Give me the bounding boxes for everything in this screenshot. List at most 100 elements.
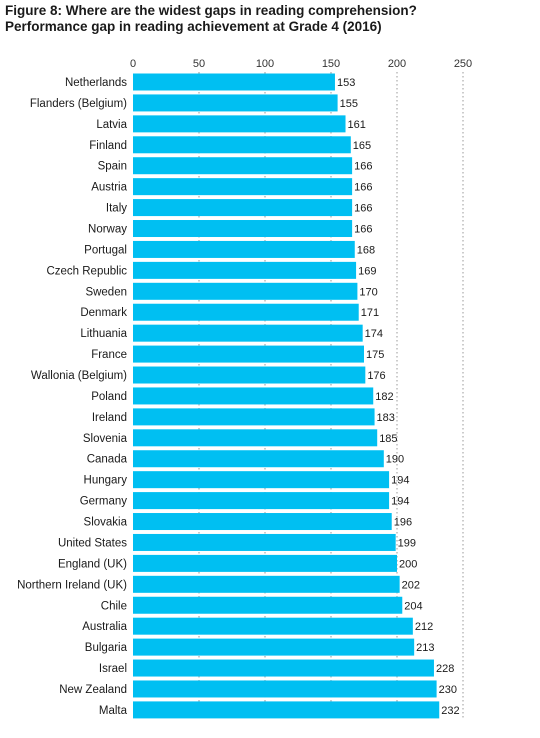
value-label: 185 <box>379 433 397 445</box>
bar <box>133 303 359 321</box>
value-label: 202 <box>402 579 420 591</box>
bar <box>133 282 358 300</box>
x-tick-label: 200 <box>388 58 406 70</box>
bar <box>133 240 355 258</box>
bar <box>133 324 363 342</box>
bar <box>133 638 415 656</box>
value-labels: 153 155 161 165 166 166 166 166 168 169 170 171 174 1… <box>337 77 460 717</box>
category-label: Chile <box>101 600 127 612</box>
value-label: 166 <box>354 182 372 194</box>
value-label: 182 <box>375 391 393 403</box>
bar <box>133 596 403 614</box>
value-label: 153 <box>337 77 355 89</box>
value-label: 196 <box>394 517 412 529</box>
bar <box>133 387 374 405</box>
value-label: 230 <box>439 684 457 696</box>
value-label: 183 <box>377 412 395 424</box>
value-label: 166 <box>354 224 372 236</box>
value-label: 165 <box>353 140 371 152</box>
value-label: 204 <box>404 600 422 612</box>
category-label: Latvia <box>96 119 127 131</box>
category-label: Netherlands <box>65 77 127 89</box>
category-label: Poland <box>91 391 127 403</box>
bar <box>133 575 400 593</box>
value-label: 213 <box>416 642 434 654</box>
category-label: Sweden <box>85 286 127 298</box>
category-label: Slovenia <box>83 433 128 445</box>
category-label: Austria <box>91 182 127 194</box>
value-label: 169 <box>358 265 376 277</box>
bar <box>133 345 364 363</box>
category-label: Lithuania <box>80 328 127 340</box>
bar <box>133 533 396 551</box>
x-tick-label: 0 <box>130 58 136 70</box>
category-label: Canada <box>87 454 128 466</box>
category-label: Germany <box>80 496 128 508</box>
category-label: Hungary <box>84 475 128 487</box>
category-label: Denmark <box>80 307 127 319</box>
bar <box>133 94 338 112</box>
x-tick-label: 150 <box>322 58 340 70</box>
bar <box>133 178 353 196</box>
bar <box>133 366 366 384</box>
bar <box>133 554 397 572</box>
chart-title: Figure 8: Where are the widest gaps in r… <box>5 3 417 18</box>
value-label: 161 <box>348 119 366 131</box>
x-tick-label: 250 <box>454 58 472 70</box>
category-label: New Zealand <box>59 684 127 696</box>
category-label: United States <box>58 537 127 549</box>
bar <box>133 408 375 426</box>
category-label: Czech Republic <box>46 265 127 277</box>
value-label: 190 <box>386 454 404 466</box>
category-label: France <box>91 349 127 361</box>
category-label: Bulgaria <box>85 642 128 654</box>
category-label: Wallonia (Belgium) <box>31 370 127 382</box>
x-tick-label: 100 <box>256 58 274 70</box>
category-label: Ireland <box>92 412 127 424</box>
x-axis-ticks: 0 50 100 150 200 250 <box>130 58 472 70</box>
bar <box>133 199 353 217</box>
bar <box>133 701 440 719</box>
bar <box>133 617 413 635</box>
category-label: Northern Ireland (UK) <box>17 579 127 591</box>
value-label: 200 <box>399 558 417 570</box>
value-label: 166 <box>354 161 372 173</box>
value-label: 212 <box>415 621 433 633</box>
value-label: 174 <box>365 328 383 340</box>
bar <box>133 680 437 698</box>
value-label: 170 <box>359 286 377 298</box>
bar <box>133 115 346 133</box>
bar <box>133 492 390 510</box>
value-label: 176 <box>367 370 385 382</box>
category-label: Finland <box>89 140 127 152</box>
value-label: 166 <box>354 203 372 215</box>
category-label: Spain <box>98 161 127 173</box>
value-label: 199 <box>398 537 416 549</box>
value-label: 194 <box>391 475 409 487</box>
bar <box>133 220 353 238</box>
category-label: Italy <box>106 203 127 215</box>
category-label: Australia <box>82 621 127 633</box>
category-label: Portugal <box>84 244 127 256</box>
bar <box>133 450 384 468</box>
category-labels: Netherlands Flanders (Belgium) Latvia Finla… <box>17 77 128 717</box>
value-label: 228 <box>436 663 454 675</box>
bar <box>133 471 390 489</box>
chart-subtitle: Performance gap in reading achievement a… <box>5 19 382 34</box>
value-label: 232 <box>441 705 459 717</box>
bar <box>133 261 357 279</box>
bars <box>133 73 440 719</box>
bar <box>133 659 434 677</box>
bar <box>133 157 353 175</box>
category-label: England (UK) <box>58 558 127 570</box>
bar <box>133 73 335 91</box>
x-tick-label: 50 <box>193 58 205 70</box>
category-label: Malta <box>99 705 128 717</box>
category-label: Flanders (Belgium) <box>30 98 127 110</box>
bar <box>133 136 351 154</box>
category-label: Israel <box>99 663 127 675</box>
value-label: 171 <box>361 307 379 319</box>
value-label: 155 <box>340 98 358 110</box>
value-label: 194 <box>391 496 409 508</box>
